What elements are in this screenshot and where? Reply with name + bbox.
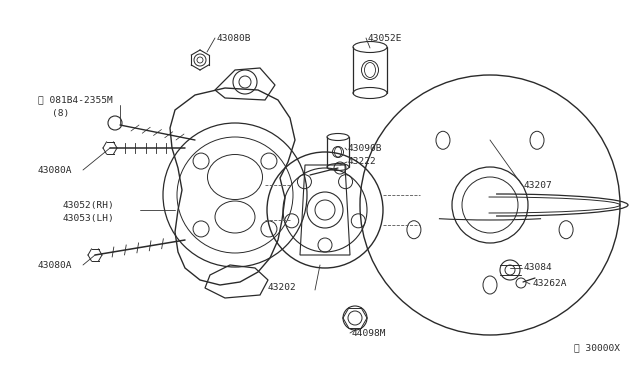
Text: 43222: 43222 (348, 157, 377, 166)
Text: 43080A: 43080A (38, 166, 72, 174)
Text: 43052(RH): 43052(RH) (63, 201, 115, 209)
Text: 43090B: 43090B (348, 144, 383, 153)
Text: 43080A: 43080A (38, 260, 72, 269)
Text: Ⓑ 081B4-2355M: Ⓑ 081B4-2355M (38, 96, 113, 105)
Text: 43084: 43084 (524, 263, 553, 273)
Text: 43262A: 43262A (533, 279, 568, 289)
Text: (8): (8) (52, 109, 69, 118)
Text: 44098M: 44098M (352, 328, 387, 337)
Text: 43052E: 43052E (368, 33, 403, 42)
Text: ℃ 30000X: ℃ 30000X (574, 343, 620, 353)
Text: 43080B: 43080B (217, 33, 252, 42)
Text: 43207: 43207 (524, 180, 553, 189)
Text: 43053(LH): 43053(LH) (63, 214, 115, 222)
Text: 43202: 43202 (268, 283, 297, 292)
